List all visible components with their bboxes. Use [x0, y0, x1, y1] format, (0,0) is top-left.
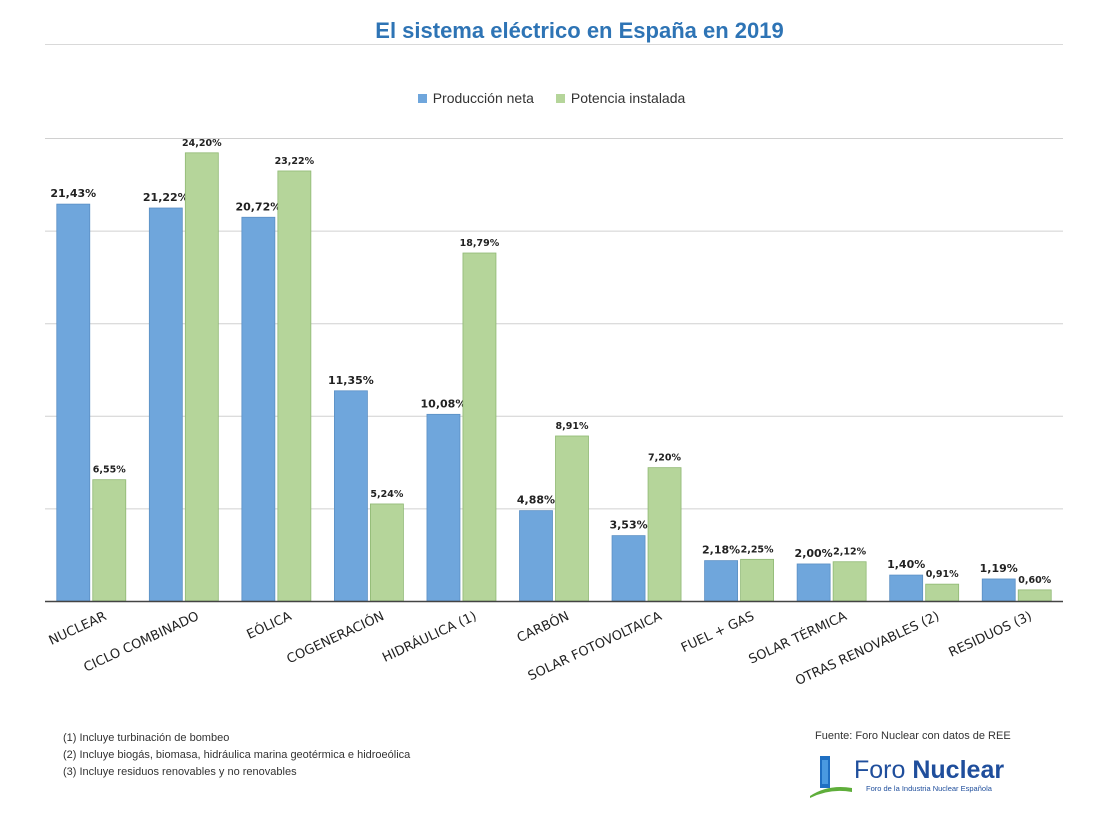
title-rule	[45, 44, 1063, 45]
data-label: 3,53%	[609, 519, 647, 532]
data-label: 0,60%	[1018, 575, 1051, 586]
title-area: El sistema eléctrico en España en 2019	[0, 10, 1103, 50]
legend-item-potencia: Potencia instalada	[555, 90, 686, 106]
data-label: 11,35%	[328, 374, 374, 387]
source-note: Fuente: Foro Nuclear con datos de REE	[815, 730, 1011, 742]
bar-potencia	[92, 479, 127, 602]
data-label: 0,91%	[926, 569, 959, 580]
data-label: 5,24%	[370, 489, 403, 500]
bar-potencia	[925, 583, 960, 602]
bar-potencia	[462, 252, 497, 602]
bar-produccion	[426, 413, 461, 602]
data-label: 1,19%	[980, 562, 1018, 575]
x-tick-label: EÓLICA	[244, 608, 294, 643]
chart-title: El sistema eléctrico en España en 2019	[0, 18, 1103, 44]
legend: Producción neta Potencia instalada	[0, 90, 1103, 106]
data-label: 20,72%	[235, 200, 281, 213]
legend-item-produccion: Producción neta	[417, 90, 534, 106]
bar-produccion	[241, 216, 276, 602]
data-label: 8,91%	[556, 421, 589, 432]
data-label: 23,22%	[275, 156, 315, 167]
bar-potencia	[277, 170, 312, 602]
logo-mark-icon	[810, 756, 852, 798]
bar-produccion	[796, 563, 831, 602]
data-label: 24,20%	[182, 138, 222, 149]
bar-potencia	[647, 467, 682, 602]
data-label: 1,40%	[887, 558, 925, 571]
x-tick-label: RESIDUOS (3)	[947, 609, 1035, 661]
bar-potencia	[1017, 589, 1052, 602]
bar-produccion	[704, 560, 738, 602]
bar-produccion	[334, 390, 368, 602]
logo-wordmark: Foro Nuclear	[854, 756, 1005, 784]
footnote-3: (3) Incluye residuos renovables y no ren…	[63, 766, 297, 778]
legend-label-produccion: Producción neta	[432, 90, 534, 106]
bar-produccion	[611, 535, 646, 602]
legend-swatch-produccion	[417, 93, 427, 103]
bar-potencia	[370, 503, 404, 602]
data-label: 10,08%	[421, 397, 467, 410]
data-label: 18,79%	[460, 238, 500, 249]
legend-label-potencia: Potencia instalada	[570, 90, 686, 106]
bar-potencia	[740, 558, 774, 602]
bar-produccion	[981, 578, 1016, 602]
legend-swatch-potencia	[555, 93, 565, 103]
bar-potencia	[832, 561, 867, 602]
bar-produccion	[148, 207, 183, 602]
data-label: 2,18%	[702, 544, 740, 557]
logo-subtitle: Foro de la Industria Nuclear Española	[866, 784, 992, 793]
footnote-1: (1) Incluye turbinación de bombeo	[63, 732, 230, 744]
bar-produccion	[889, 574, 924, 602]
bar-potencia	[184, 152, 219, 602]
data-label: 7,20%	[648, 453, 681, 464]
bar-produccion	[56, 203, 91, 602]
data-label: 21,43%	[50, 187, 96, 200]
x-tick-label: CARBÓN	[514, 608, 571, 646]
data-label: 2,00%	[795, 547, 833, 560]
x-tick-label: HIDRÁULICA (1)	[380, 608, 479, 666]
bar-potencia	[555, 435, 589, 602]
footnote-2: (2) Incluye biogás, biomasa, hidráulica …	[63, 749, 411, 761]
data-label: 21,22%	[143, 191, 189, 204]
x-tick-label: COGENERACIÓN	[284, 608, 386, 667]
x-tick-label: FUEL + GAS	[679, 609, 757, 656]
data-label: 4,88%	[517, 494, 555, 507]
data-label: 2,12%	[833, 547, 866, 558]
data-label: 6,55%	[93, 465, 126, 476]
foro-nuclear-logo: Foro Nuclear Foro de la Industria Nuclea…	[808, 754, 1018, 798]
x-tick-label: NUCLEAR	[47, 609, 109, 649]
footnotes: (1) Incluye turbinación de bombeo (2) In…	[63, 730, 410, 781]
data-label: 2,25%	[741, 544, 774, 555]
bar-produccion	[519, 510, 553, 602]
